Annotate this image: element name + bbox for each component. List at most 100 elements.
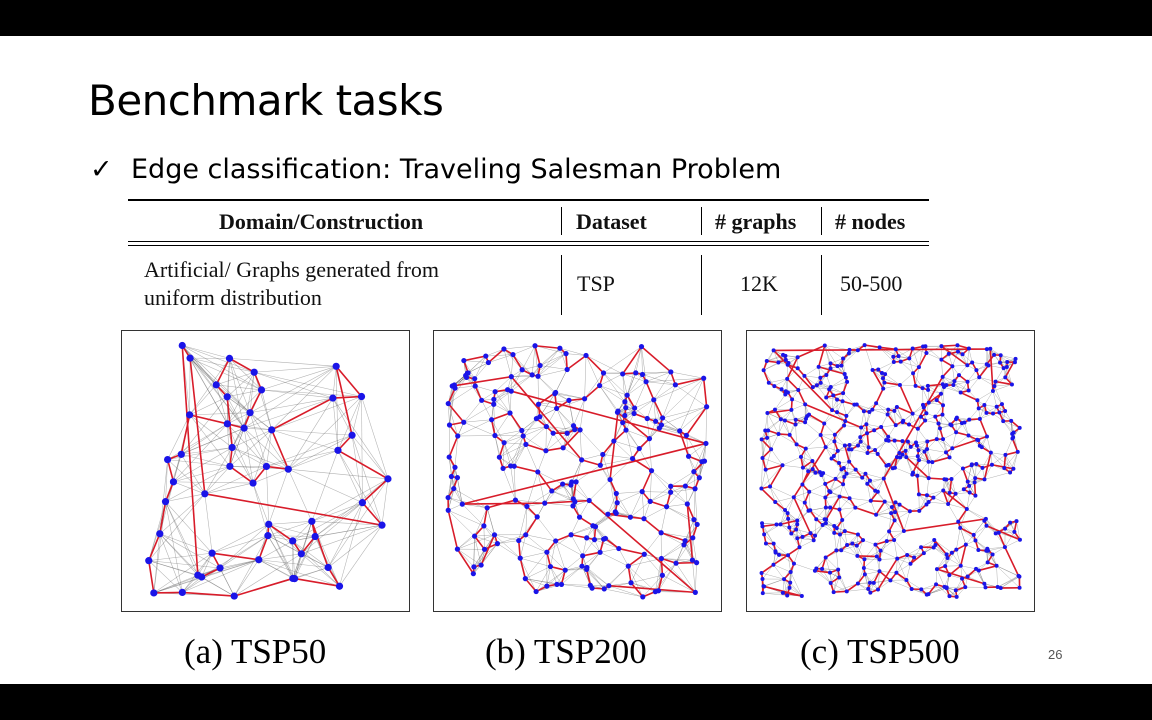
graph-edge <box>249 366 337 413</box>
graph-edge <box>582 537 587 556</box>
graph-edge <box>216 384 251 413</box>
graph-node <box>893 500 898 505</box>
graph-edge <box>809 483 826 492</box>
graph-node <box>1017 574 1022 579</box>
graph-edge <box>600 440 615 466</box>
graph-edge <box>502 468 516 501</box>
tour-edge <box>899 503 911 512</box>
graph-edge <box>189 357 245 429</box>
graph-node <box>1015 449 1020 454</box>
tour-edge <box>927 383 943 387</box>
graph-edge <box>288 435 353 470</box>
graph-edge <box>159 533 213 554</box>
tour-edge <box>844 445 850 462</box>
graph-node <box>850 541 855 546</box>
table-top-rule <box>128 199 929 201</box>
graph-node <box>583 352 589 359</box>
graph-edge <box>960 565 977 570</box>
graph-node <box>926 387 931 392</box>
graph-edge <box>841 545 857 551</box>
graph-edge <box>173 454 182 482</box>
graph-edge <box>925 420 939 424</box>
graph-node <box>892 465 897 470</box>
graph-edge <box>603 372 626 402</box>
tour-edge <box>1011 438 1019 453</box>
graph-edge <box>968 435 987 437</box>
graph-edge <box>830 386 844 394</box>
graph-node <box>946 351 951 356</box>
graph-edge <box>153 552 213 594</box>
graph-edge <box>1013 451 1018 469</box>
graph-node <box>982 403 987 408</box>
graph-node <box>949 550 954 555</box>
graph-node <box>867 410 872 415</box>
graph-edge <box>846 588 869 592</box>
graph-edge <box>704 443 707 462</box>
tour-edge <box>660 558 664 576</box>
tour-edge <box>702 378 708 407</box>
graph-edge <box>792 399 806 405</box>
tour-edge <box>857 555 877 558</box>
graph-edge <box>254 371 362 397</box>
graph-edge <box>525 444 539 473</box>
graph-edge <box>630 501 651 518</box>
graph-edge <box>662 384 676 419</box>
graph-node <box>324 563 332 572</box>
graph-node <box>892 438 897 443</box>
graph-edge <box>907 547 922 556</box>
tour-edge <box>627 553 645 567</box>
graph-node <box>768 484 773 489</box>
graph-edge <box>204 482 254 495</box>
tour-edge <box>166 459 175 483</box>
graph-node <box>963 585 968 590</box>
tour-edge <box>786 356 799 380</box>
graph-edge <box>579 398 585 430</box>
graph-edge <box>599 385 618 413</box>
graph-edge <box>968 377 980 391</box>
graph-edge <box>625 429 633 459</box>
graph-edge <box>826 374 831 388</box>
graph-edge <box>212 535 268 554</box>
graph-edge <box>1004 539 1021 548</box>
graph-edge <box>550 540 556 567</box>
graph-node <box>822 343 827 348</box>
graph-edge <box>1004 451 1018 469</box>
graph-node <box>855 348 860 353</box>
graph-node <box>793 422 798 427</box>
graph-edge <box>252 429 272 484</box>
graph-edge <box>641 346 647 382</box>
graph-node <box>862 572 867 577</box>
graph-edge <box>261 389 333 399</box>
graph-node <box>226 462 234 470</box>
graph-edge <box>830 377 847 388</box>
tour-edge <box>973 482 977 496</box>
graph-edge <box>762 457 783 466</box>
graph-node <box>507 410 513 416</box>
graph-edge <box>842 484 850 499</box>
graph-node <box>911 371 916 376</box>
graph-edge <box>874 439 887 451</box>
graph-node <box>500 465 506 472</box>
table-cell-nodes: 50-500 <box>840 271 903 296</box>
graph-node <box>308 517 316 525</box>
graph-edge <box>258 559 340 587</box>
graph-edge <box>894 410 904 421</box>
graph-node <box>847 447 852 452</box>
tour-edge <box>335 366 353 436</box>
graph-edge <box>243 427 267 467</box>
graph-node <box>873 542 878 547</box>
tour-edge <box>572 481 577 500</box>
graph-node <box>776 431 781 436</box>
graph-node <box>951 382 956 387</box>
tour-edge <box>618 547 645 556</box>
graph-node <box>894 405 899 410</box>
graph-edge <box>946 575 950 588</box>
graph-node <box>501 440 507 446</box>
graph-node <box>597 382 603 389</box>
graph-edge <box>880 414 888 428</box>
graph-node <box>240 424 248 432</box>
graph-node <box>763 467 768 472</box>
graph-node <box>976 547 981 552</box>
tour-edge <box>524 578 537 593</box>
graph-node <box>542 500 548 506</box>
